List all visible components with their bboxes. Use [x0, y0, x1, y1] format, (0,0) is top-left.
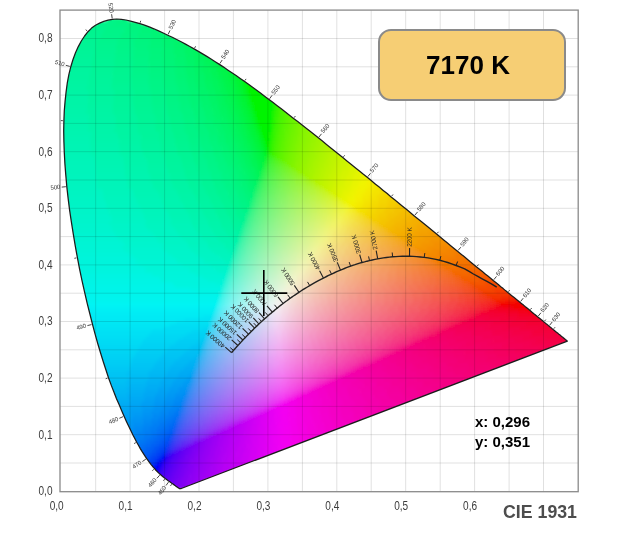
svg-text:0,7: 0,7 — [39, 88, 53, 102]
svg-text:0,3: 0,3 — [39, 314, 53, 328]
svg-text:2200 K: 2200 K — [405, 226, 412, 246]
svg-text:CIE 1931: CIE 1931 — [503, 501, 577, 522]
svg-text:0,1: 0,1 — [119, 499, 133, 513]
svg-text:0,3: 0,3 — [256, 499, 270, 513]
svg-text:0,6: 0,6 — [463, 499, 477, 513]
svg-text:0,0: 0,0 — [39, 484, 53, 498]
svg-text:7170 K: 7170 K — [426, 50, 510, 80]
svg-text:0,2: 0,2 — [188, 499, 202, 513]
svg-text:0,4: 0,4 — [325, 499, 339, 513]
svg-text:0,1: 0,1 — [39, 428, 53, 442]
svg-text:0,5: 0,5 — [394, 499, 408, 513]
svg-text:0,0: 0,0 — [50, 499, 64, 513]
svg-text:0,5: 0,5 — [39, 201, 53, 215]
svg-text:0,6: 0,6 — [39, 145, 53, 159]
svg-text:0,4: 0,4 — [39, 258, 53, 272]
svg-text:y: 0,351: y: 0,351 — [475, 433, 530, 450]
svg-text:0,2: 0,2 — [39, 371, 53, 385]
svg-text:0,8: 0,8 — [39, 31, 53, 45]
svg-text:500: 500 — [50, 184, 61, 191]
svg-text:x: 0,296: x: 0,296 — [475, 413, 530, 430]
